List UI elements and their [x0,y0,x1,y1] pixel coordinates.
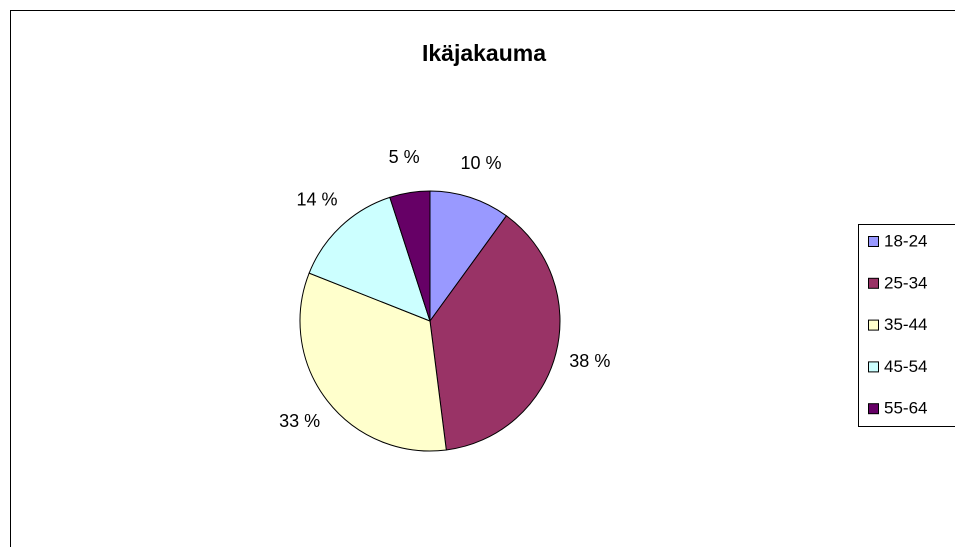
legend-swatch [868,319,879,331]
legend-swatch [868,277,879,289]
pie-slice [429,215,561,451]
chart-title: Ikäjakauma [422,40,546,66]
legend-label: 45-54 [884,357,927,376]
data-label: 5 % [389,147,420,167]
pie-slice [299,272,447,452]
pie-slice [429,190,508,323]
legend-swatch [868,403,879,415]
data-label: 10 % [460,153,501,173]
legend-swatch [868,361,879,373]
data-label: 14 % [297,189,338,209]
data-label: 38 % [569,351,610,371]
pie-slice [389,190,431,322]
legend-label: 18-24 [884,231,927,250]
data-label: 33 % [279,411,320,431]
legend-label: 55-64 [884,399,927,418]
legend-label: 35-44 [884,315,927,334]
legend-swatch [868,236,879,247]
legend-label: 25-34 [884,273,927,292]
